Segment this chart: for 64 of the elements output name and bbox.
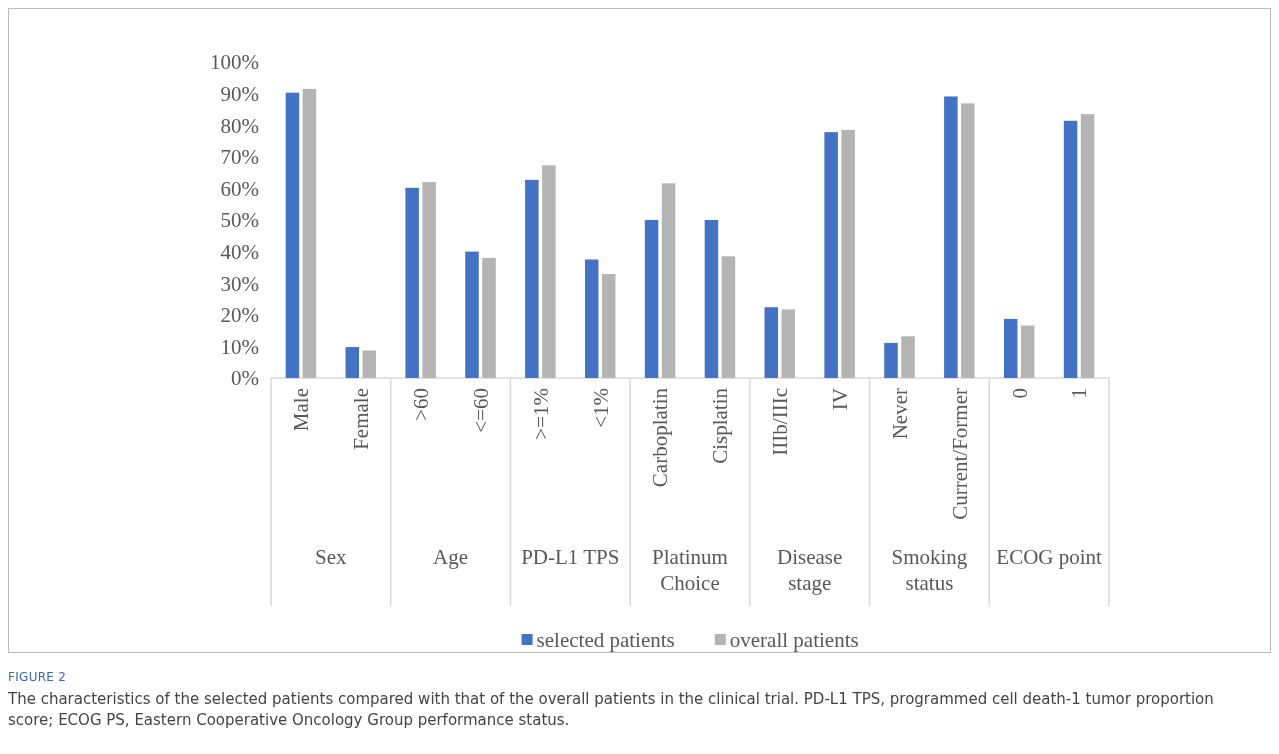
bar [721, 256, 736, 378]
x-tick-label: <1% [588, 388, 613, 428]
text: Platinum Choice [652, 545, 728, 595]
bar [1063, 120, 1078, 378]
bar [525, 179, 539, 378]
bar [1080, 114, 1095, 378]
bar [644, 220, 659, 378]
y-tick-label: 90% [220, 81, 259, 106]
bar [781, 309, 796, 378]
text: Sex [315, 545, 348, 569]
bar [944, 96, 958, 378]
x-tick-label: Female [349, 388, 374, 450]
bar [302, 88, 317, 378]
x-tick-label: IV [827, 388, 852, 411]
x-tick-label: >=1% [528, 388, 553, 440]
bar [704, 220, 719, 378]
bar [285, 92, 300, 378]
bar [1003, 318, 1018, 378]
text: The characteristics of the selected patients compared with that of the overall patients in the clinical trial. PD-L1 TPS, programmed cell death-1 tumor proportion score; ECOG PS, Eastern Cooperative Oncology Group performance status. [8, 689, 1215, 731]
y-tick-label: 60% [220, 176, 259, 201]
x-tick-label: Cisplatin [708, 387, 733, 464]
y-tick-label: 20% [220, 303, 259, 328]
text: FIGURE 2 [8, 669, 68, 685]
bar [601, 274, 616, 378]
bar [405, 187, 419, 378]
x-tick-label: Male [289, 388, 314, 432]
legend-label: overall patients [729, 628, 859, 653]
bar [661, 183, 676, 378]
y-tick-label: 10% [220, 334, 259, 359]
y-tick-label: 50% [220, 208, 259, 233]
y-tick-label: 100% [210, 50, 259, 75]
text: PD-L1 TPS [521, 545, 620, 569]
bar [961, 103, 975, 378]
bar [465, 251, 479, 378]
text: Age [433, 545, 469, 569]
x-tick-label: Current/Former [947, 388, 972, 520]
bar [482, 257, 496, 378]
y-tick-label: 40% [220, 239, 259, 264]
bar [764, 307, 779, 378]
y-tick-label: 0% [231, 366, 259, 391]
bar [542, 165, 556, 378]
bar [841, 129, 855, 378]
x-tick-label: Carboplatin [648, 387, 673, 488]
x-tick-label: <=60 [468, 388, 493, 433]
y-tick-label: 70% [220, 145, 259, 170]
bar [1020, 325, 1035, 378]
text: Disease stage [777, 545, 843, 595]
legend-label: selected patients [536, 628, 675, 653]
bar [362, 350, 377, 378]
bar [345, 347, 360, 378]
x-tick-label: 1 [1067, 388, 1092, 399]
text: Smoking status [891, 545, 968, 595]
x-tick-label: 0 [1007, 388, 1032, 399]
text: ECOG point [996, 545, 1103, 569]
bar [584, 259, 599, 378]
bar [824, 132, 838, 378]
bar [901, 336, 915, 378]
bar [884, 342, 898, 378]
y-tick-label: 80% [220, 113, 259, 138]
x-tick-label: IIIb/IIIc [768, 388, 793, 456]
x-tick-label: >60 [408, 388, 433, 421]
y-tick-label: 30% [220, 271, 259, 296]
x-tick-label: Never [887, 388, 912, 440]
bar [422, 182, 436, 378]
